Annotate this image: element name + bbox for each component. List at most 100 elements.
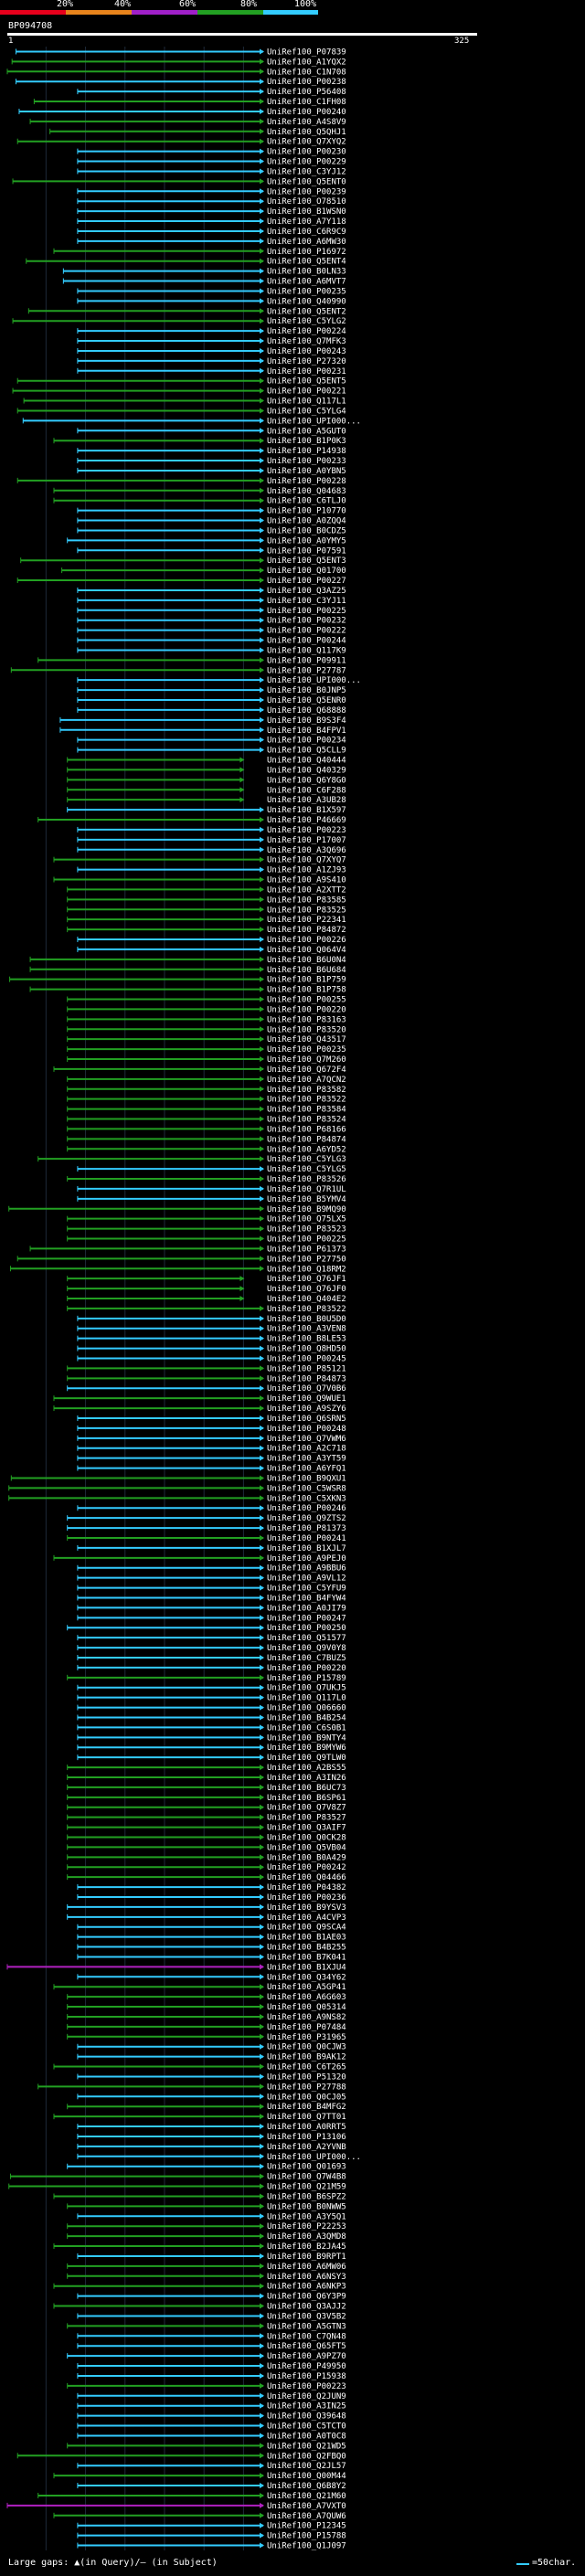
hit-label: UniRef100_P00223: [267, 826, 346, 835]
hit-end-arrow: [260, 647, 264, 653]
hit-label: UniRef100_P68166: [267, 1125, 346, 1134]
hit-label: UniRef100_Q1J097: [267, 2542, 346, 2550]
hit-label: UniRef100_B1XJU4: [267, 1963, 346, 1972]
hit-end-arrow: [260, 438, 264, 444]
hit-label: UniRef100_Q6Y3P9: [267, 2293, 346, 2302]
hit-label: UniRef100_P83520: [267, 1025, 346, 1034]
hit-end-arrow: [260, 477, 264, 483]
hit-label: UniRef100_P00233: [267, 457, 346, 466]
hit-label: UniRef100_B8LE53: [267, 1335, 346, 1344]
hit-end-arrow: [239, 777, 245, 783]
hit-label: UniRef100_A7VXT0: [267, 2502, 346, 2511]
hit-end-arrow: [260, 1056, 264, 1063]
hit-end-arrow: [260, 2492, 264, 2498]
hit-label: UniRef100_B9MYW6: [267, 1744, 346, 1753]
hit-label: UniRef100_A2C718: [267, 1445, 346, 1454]
hit-end-arrow: [260, 2083, 264, 2090]
hit-label: UniRef100_P31965: [267, 2033, 346, 2042]
hit-label: UniRef100_Q7MFK3: [267, 337, 346, 346]
hit-label: UniRef100_Q6B8Y2: [267, 2482, 346, 2491]
hit-end-arrow: [260, 1215, 264, 1222]
hit-label: UniRef100_P15788: [267, 2532, 346, 2541]
hit-label: UniRef100_P27787: [267, 666, 346, 675]
hit-label: UniRef100_P16972: [267, 248, 346, 257]
hit-label: UniRef100_B4MFG2: [267, 2103, 346, 2112]
scale-legend-swatch: [516, 2563, 529, 2565]
hit-end-arrow: [260, 1345, 264, 1352]
hit-end-arrow: [260, 158, 264, 164]
hit-end-arrow: [260, 2502, 264, 2508]
hit-label: UniRef100_Q0CJW3: [267, 2043, 346, 2052]
hit-end-arrow: [260, 328, 264, 334]
hit-end-arrow: [260, 1036, 264, 1043]
hit-end-arrow: [260, 826, 264, 832]
hit-end-arrow: [260, 1874, 264, 1881]
hit-end-arrow: [260, 2522, 264, 2528]
hit-end-arrow: [260, 138, 264, 144]
hit-label: UniRef100_P13106: [267, 2133, 346, 2142]
hit-label: UniRef100_P00224: [267, 327, 346, 336]
hit-end-arrow: [260, 1834, 264, 1840]
hit-label: UniRef100_P00242: [267, 1863, 346, 1872]
hit-label: UniRef100_A3IN25: [267, 2402, 346, 2412]
hit-end-arrow: [260, 846, 264, 853]
hit-end-arrow: [260, 377, 264, 384]
hit-label: UniRef100_B9YSV3: [267, 1903, 346, 1913]
hit-end-arrow: [260, 836, 264, 843]
hit-label: UniRef100_P83523: [267, 1225, 346, 1235]
hit-end-arrow: [260, 716, 264, 723]
hit-label: UniRef100_P07839: [267, 48, 346, 57]
hit-end-arrow: [260, 118, 264, 124]
hit-end-arrow: [260, 1784, 264, 1790]
hit-end-arrow: [260, 168, 264, 175]
hit-label: UniRef100_P00227: [267, 577, 346, 586]
hit-label: UniRef100_Q9SCA4: [267, 1924, 346, 1933]
hit-label: UniRef100_B7K041: [267, 1953, 346, 1962]
hit-end-arrow: [260, 1266, 264, 1272]
hit-label: UniRef100_Q39648: [267, 2412, 346, 2422]
hit-end-arrow: [260, 2333, 264, 2339]
hit-end-arrow: [260, 268, 264, 274]
hit-end-arrow: [260, 807, 264, 813]
hit-end-arrow: [260, 58, 264, 65]
hit-end-arrow: [260, 428, 264, 434]
hit-label: UniRef100_Q5ENR0: [267, 696, 346, 705]
hit-end-arrow: [260, 367, 264, 374]
hit-label: UniRef100_Q5ENT4: [267, 258, 346, 267]
hit-end-arrow: [260, 1305, 264, 1311]
hit-end-arrow: [260, 627, 264, 633]
hit-end-arrow: [260, 2532, 264, 2539]
hit-end-arrow: [260, 527, 264, 534]
hit-label: UniRef100_P27320: [267, 357, 346, 366]
hit-label: UniRef100_A7QCN2: [267, 1076, 346, 1085]
hit-label: UniRef100_A6YFQ1: [267, 1465, 346, 1474]
hit-end-arrow: [260, 2124, 264, 2130]
hit-end-arrow: [260, 2183, 264, 2189]
hit-end-arrow: [260, 1574, 264, 1581]
hit-end-arrow: [260, 2542, 264, 2549]
hit-label: UniRef100_B1P759: [267, 976, 346, 985]
hit-label: UniRef100_A4S8V9: [267, 118, 346, 127]
hit-label: UniRef100_C5YFU9: [267, 1585, 346, 1594]
hit-label: UniRef100_B6U0N4: [267, 956, 346, 965]
hit-label: UniRef100_Q9ZTS2: [267, 1514, 346, 1523]
hit-label: UniRef100_O78510: [267, 197, 346, 207]
hit-end-arrow: [260, 1625, 264, 1631]
hit-label: UniRef100_Q672F4: [267, 1065, 346, 1075]
hit-end-arrow: [260, 1195, 264, 1202]
hit-label: UniRef100_A7Y118: [267, 217, 346, 227]
hit-label: UniRef100_Q5CLL9: [267, 747, 346, 756]
hit-label: UniRef100_Q5ENT5: [267, 377, 346, 387]
hit-label: UniRef100_P22253: [267, 2222, 346, 2231]
hit-label: UniRef100_B9NTY4: [267, 1733, 346, 1743]
hit-label: UniRef100_P15938: [267, 2372, 346, 2381]
hit-end-arrow: [260, 1765, 264, 1771]
hit-label: UniRef100_Q117L1: [267, 398, 346, 407]
hit-end-arrow: [260, 1635, 264, 1641]
hit-end-arrow: [260, 2313, 264, 2319]
hit-label: UniRef100_P61373: [267, 1245, 346, 1254]
scale-label-80: 80%: [240, 0, 258, 9]
hit-label: UniRef100_B0CDZ5: [267, 526, 346, 535]
hit-end-arrow: [260, 2033, 264, 2040]
hit-label: UniRef100_Q65FT5: [267, 2342, 346, 2351]
